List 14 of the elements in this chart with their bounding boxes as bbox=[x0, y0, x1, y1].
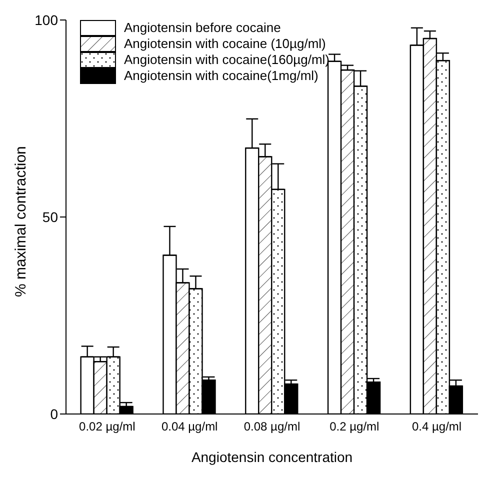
x-axis-title: Angiotensin concentration bbox=[191, 449, 353, 465]
legend-label: Angiotensin with cocaine(160µg/ml) bbox=[124, 52, 330, 68]
y-tick-label: 0 bbox=[50, 406, 58, 422]
x-tick-label: 0.4 µg/ml bbox=[412, 420, 462, 434]
y-tick-label: 100 bbox=[34, 12, 58, 28]
y-axis-title: % maximal contraction bbox=[12, 146, 30, 297]
y-tick-label: 50 bbox=[42, 208, 58, 225]
legend-label: Angiotensin before cocaine bbox=[124, 20, 281, 36]
x-tick-label: 0.04 µg/ml bbox=[161, 420, 218, 434]
legend-label: Angiotensin with cocaine (10µg/ml) bbox=[124, 36, 326, 52]
x-tick-label: 0.2 µg/ml bbox=[330, 420, 380, 434]
legend-label: Angiotensin with cocaine(1mg/ml) bbox=[124, 68, 318, 84]
x-tick-label: 0.02 µg/ml bbox=[79, 420, 136, 434]
x-tick-label: 0.08 µg/ml bbox=[244, 420, 300, 434]
